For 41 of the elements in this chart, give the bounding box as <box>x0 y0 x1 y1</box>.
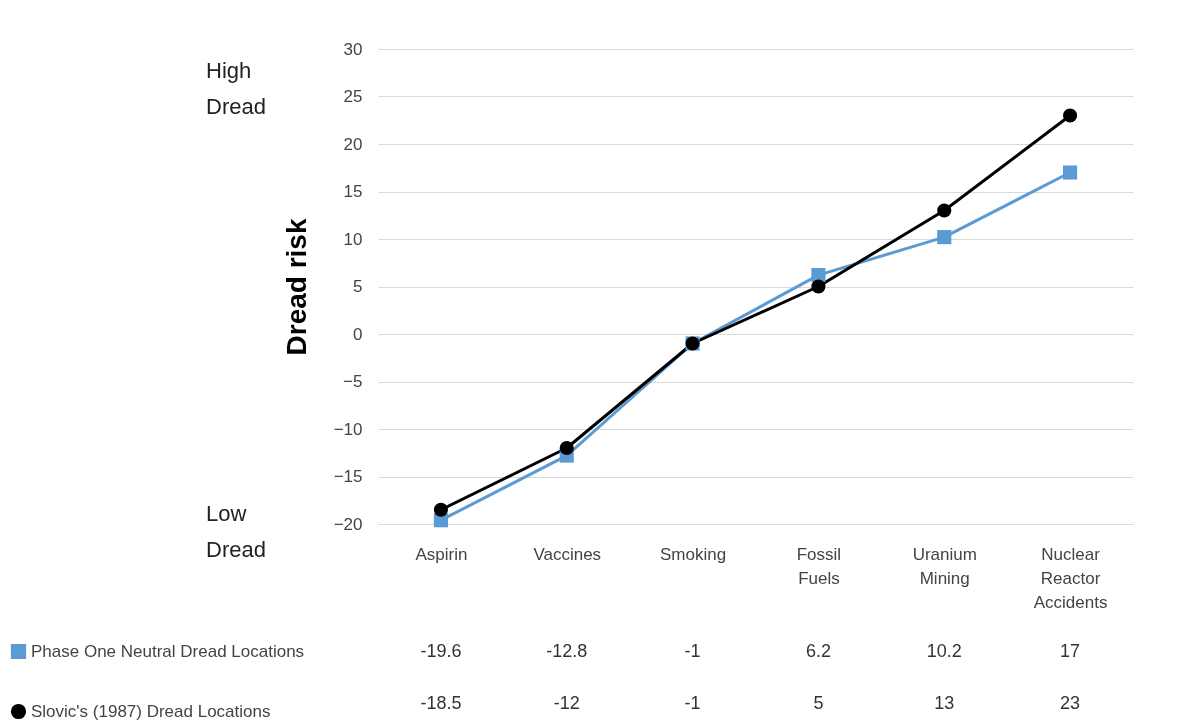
y-tick-label: −10 <box>333 419 363 439</box>
data-label: -1 <box>684 641 701 661</box>
text: Low Dread <box>206 501 266 562</box>
data-label: -19.6 <box>420 641 462 661</box>
data-label: 23 <box>1060 693 1081 713</box>
data-label: 17 <box>1060 641 1081 661</box>
y-tick-label: −20 <box>333 514 363 534</box>
point <box>811 279 826 294</box>
x-tick-label: Uranium Mining <box>912 544 977 588</box>
data-label: -1 <box>684 693 701 713</box>
y-tick-label: 15 <box>343 182 363 201</box>
legend-label: Phase One Neutral Dread Locations <box>31 641 305 661</box>
point <box>559 440 574 456</box>
x-tick-label: Vaccines <box>533 544 602 564</box>
data-label: -12 <box>553 693 580 713</box>
x-tick-label: Aspirin <box>415 544 468 564</box>
x-tick-label: Smoking <box>660 544 727 564</box>
x-tick-label: Nuclear Reactor Accidents <box>1033 544 1108 612</box>
y-tick-label: 25 <box>343 87 363 106</box>
y-tick-label: 30 <box>343 39 363 59</box>
y-tick-label: 5 <box>353 277 363 296</box>
data-label: 10.2 <box>926 641 962 661</box>
point <box>937 203 952 218</box>
data-label: 6.2 <box>805 641 831 661</box>
y-axis-title: Dread risk <box>280 218 312 356</box>
y-tick-label: −5 <box>343 372 363 391</box>
data-label: 5 <box>813 693 824 713</box>
y-tick-label: 10 <box>343 229 363 249</box>
legend-label: Slovic's (1987) Dread Locations <box>31 701 271 721</box>
text: High Dread <box>206 58 266 119</box>
y-tick-label: −15 <box>333 467 363 486</box>
y-tick-label: 0 <box>353 324 363 344</box>
y-tick-label: 20 <box>343 134 363 154</box>
point <box>433 502 448 517</box>
data-label: -18.5 <box>420 693 462 713</box>
point <box>1063 165 1078 180</box>
data-label: -12.8 <box>546 641 588 661</box>
point <box>937 230 952 245</box>
point <box>1063 108 1078 123</box>
data-label: 13 <box>934 693 955 713</box>
x-tick-label: Fossil Fuels <box>796 544 842 588</box>
